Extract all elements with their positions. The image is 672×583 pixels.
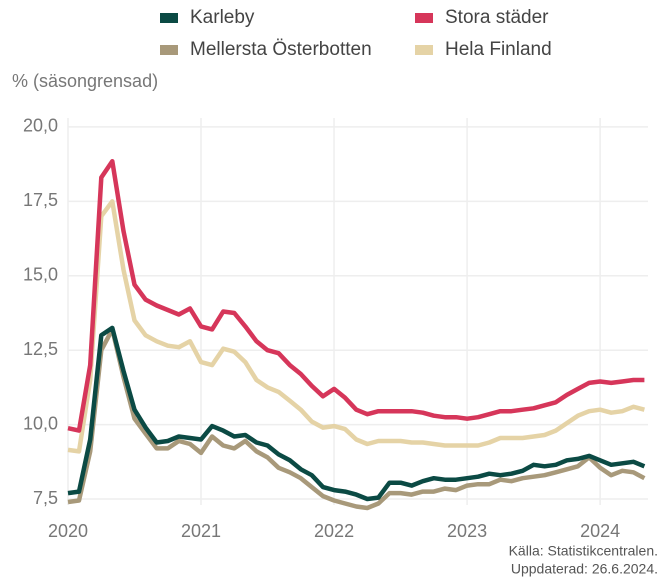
legend-swatch (415, 13, 433, 23)
updated: Uppdaterad: 26.6.2024. (511, 561, 658, 577)
y-tick-label: 17,5 (23, 190, 58, 210)
legend-label: Karleby (190, 7, 255, 28)
y-tick-label: 15,0 (23, 265, 58, 285)
x-tick-label: 2020 (48, 521, 88, 541)
series-line (67, 158, 645, 433)
legend-label: Mellersta Österbotten (190, 39, 372, 60)
y-tick-label: 7,5 (33, 488, 58, 508)
series-line (67, 199, 645, 454)
x-tick-label: 2022 (314, 521, 354, 541)
y-tick-label: 10,0 (23, 413, 58, 433)
legend-label: Hela Finland (445, 39, 552, 60)
x-tick-label: 2024 (580, 521, 620, 541)
y-tick-label: 12,5 (23, 339, 58, 359)
x-tick-label: 2021 (181, 521, 221, 541)
legend-swatch (160, 13, 178, 23)
series-line (67, 325, 646, 502)
legend-swatch (415, 45, 433, 55)
legend-label: Stora städer (445, 7, 549, 28)
legend-swatch (160, 45, 178, 55)
y-axis-label: % (säsongrensad) (12, 71, 158, 91)
series-line (67, 327, 646, 511)
x-tick-label: 2023 (447, 521, 487, 541)
y-tick-label: 20,0 (23, 116, 58, 136)
source: Källa: Statistikcentralen. (509, 543, 658, 559)
